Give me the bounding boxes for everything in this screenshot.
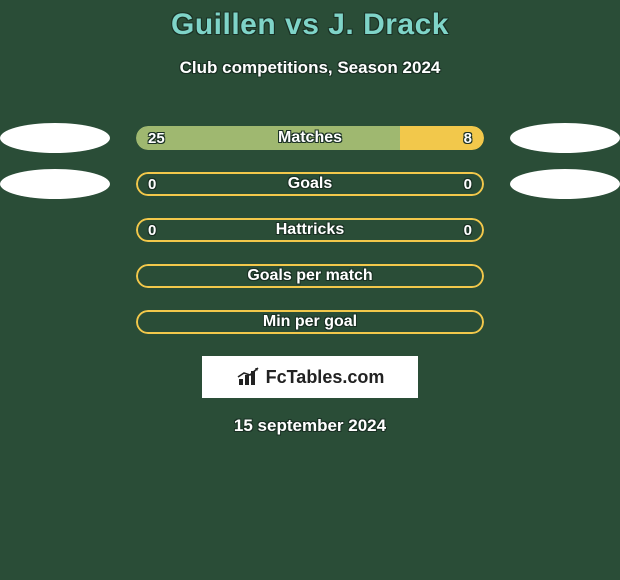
stat-row: 0 Hattricks 0 [0, 218, 620, 242]
player-left-oval [0, 169, 110, 199]
logo-box: FcTables.com [202, 356, 418, 398]
stat-label: Min per goal [136, 310, 484, 334]
stat-row: 0 Goals 0 [0, 172, 620, 196]
stat-value-right: 0 [464, 218, 472, 242]
player-right-oval [510, 169, 620, 199]
stat-row: Min per goal [0, 310, 620, 334]
stats-rows: 25 Matches 8 0 Goals 0 [0, 126, 620, 334]
player-right-oval [510, 123, 620, 153]
stat-label: Hattricks [136, 218, 484, 242]
stat-label: Matches [136, 126, 484, 150]
player-left-oval [0, 123, 110, 153]
logo-text: FcTables.com [266, 367, 385, 388]
stat-bar-goals: 0 Goals 0 [136, 172, 484, 196]
stat-bar-matches: 25 Matches 8 [136, 126, 484, 150]
stat-value-right: 0 [464, 172, 472, 196]
stat-bar-goals-per-match: Goals per match [136, 264, 484, 288]
page-subtitle: Club competitions, Season 2024 [0, 58, 620, 78]
page-title: Guillen vs J. Drack [0, 8, 620, 42]
stat-row: 25 Matches 8 [0, 126, 620, 150]
stat-bar-hattricks: 0 Hattricks 0 [136, 218, 484, 242]
comparison-card: Guillen vs J. Drack Club competitions, S… [0, 0, 620, 436]
date-line: 15 september 2024 [0, 416, 620, 436]
stat-value-right: 8 [464, 126, 472, 150]
bar-chart-icon [236, 367, 262, 387]
logo: FcTables.com [236, 367, 385, 388]
stat-row: Goals per match [0, 264, 620, 288]
stat-label: Goals per match [136, 264, 484, 288]
stat-bar-min-per-goal: Min per goal [136, 310, 484, 334]
stat-label: Goals [136, 172, 484, 196]
